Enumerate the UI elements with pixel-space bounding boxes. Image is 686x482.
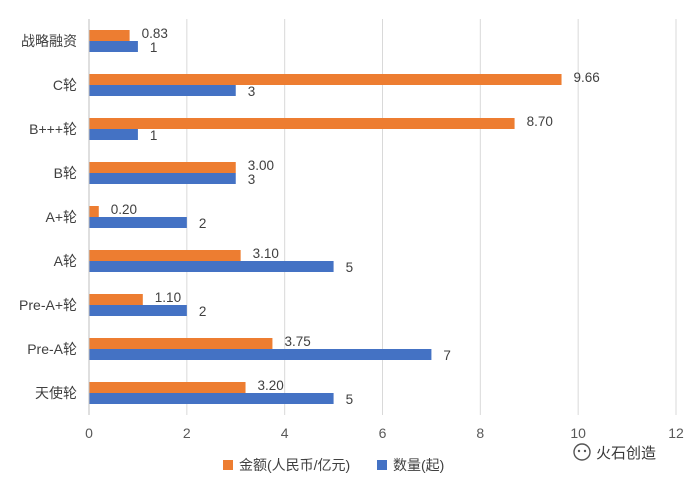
bar-count — [89, 217, 187, 228]
data-label-amount: 1.10 — [155, 290, 181, 305]
data-label-count: 3 — [248, 84, 256, 99]
bars — [89, 30, 562, 404]
category-label: 战略融资 — [21, 33, 77, 49]
bar-amount — [89, 118, 515, 129]
bar-count — [89, 261, 334, 272]
bar-amount — [89, 382, 246, 393]
bar-count — [89, 349, 432, 360]
x-tick-label: 12 — [668, 425, 684, 441]
x-tick-label: 6 — [379, 425, 387, 441]
wechat-icon-dot — [577, 449, 581, 453]
legend-label-count: 数量(起) — [393, 457, 444, 473]
bar-amount — [89, 294, 143, 305]
legend-swatch-count — [377, 460, 387, 470]
category-label: A轮 — [54, 253, 77, 269]
bar-count — [89, 129, 138, 140]
category-label: 天使轮 — [35, 385, 77, 401]
bar-amount — [89, 74, 562, 85]
bar-amount — [89, 250, 241, 261]
x-tick-label: 4 — [281, 425, 289, 441]
bar-count — [89, 173, 236, 184]
data-label-count: 5 — [346, 392, 354, 407]
category-label: C轮 — [53, 77, 77, 93]
x-tick-label: 8 — [476, 425, 484, 441]
data-label-amount: 9.66 — [574, 70, 600, 85]
bar-count — [89, 393, 334, 404]
watermark-logo: 火石创造 — [573, 443, 656, 462]
data-label-count: 5 — [346, 260, 354, 275]
bar-count — [89, 305, 187, 316]
x-tick-labels: 0 2 4 6 8 10 12 — [85, 425, 684, 441]
legend: 金额(人民币/亿元) 数量(起) — [223, 457, 444, 473]
legend-swatch-amount — [223, 460, 233, 470]
data-label-count: 7 — [443, 348, 451, 363]
data-label-count: 3 — [248, 172, 256, 187]
data-label-amount: 3.00 — [248, 158, 274, 173]
x-tick-label: 0 — [85, 425, 93, 441]
data-label-amount: 0.20 — [111, 202, 137, 217]
bar-count — [89, 41, 138, 52]
data-label-amount: 3.75 — [284, 334, 310, 349]
category-label: B轮 — [54, 165, 77, 181]
category-label: B+++轮 — [29, 121, 77, 137]
data-label-amount: 0.83 — [142, 26, 168, 41]
wechat-icon-dot — [583, 449, 587, 453]
category-label: Pre-A轮 — [27, 341, 77, 357]
bar-amount — [89, 338, 273, 349]
x-tick-label: 10 — [570, 425, 586, 441]
x-tick-label: 2 — [183, 425, 191, 441]
bar-amount — [89, 162, 236, 173]
bar-count — [89, 85, 236, 96]
data-label-amount: 8.70 — [527, 114, 553, 129]
data-labels: 0.8319.6638.7013.0030.2023.1051.1023.757… — [111, 26, 600, 407]
data-label-amount: 3.20 — [258, 378, 284, 393]
bar-amount — [89, 30, 130, 41]
category-label: Pre-A+轮 — [19, 297, 77, 313]
data-label-count: 1 — [150, 128, 158, 143]
legend-label-amount: 金额(人民币/亿元) — [239, 457, 350, 473]
data-label-count: 2 — [199, 304, 207, 319]
wechat-icon — [573, 443, 591, 461]
data-label-count: 1 — [150, 40, 158, 55]
bar-amount — [89, 206, 99, 217]
category-label: A+轮 — [45, 209, 77, 225]
data-label-count: 2 — [199, 216, 207, 231]
data-label-amount: 3.10 — [253, 246, 279, 261]
watermark-text: 火石创造 — [596, 445, 656, 462]
